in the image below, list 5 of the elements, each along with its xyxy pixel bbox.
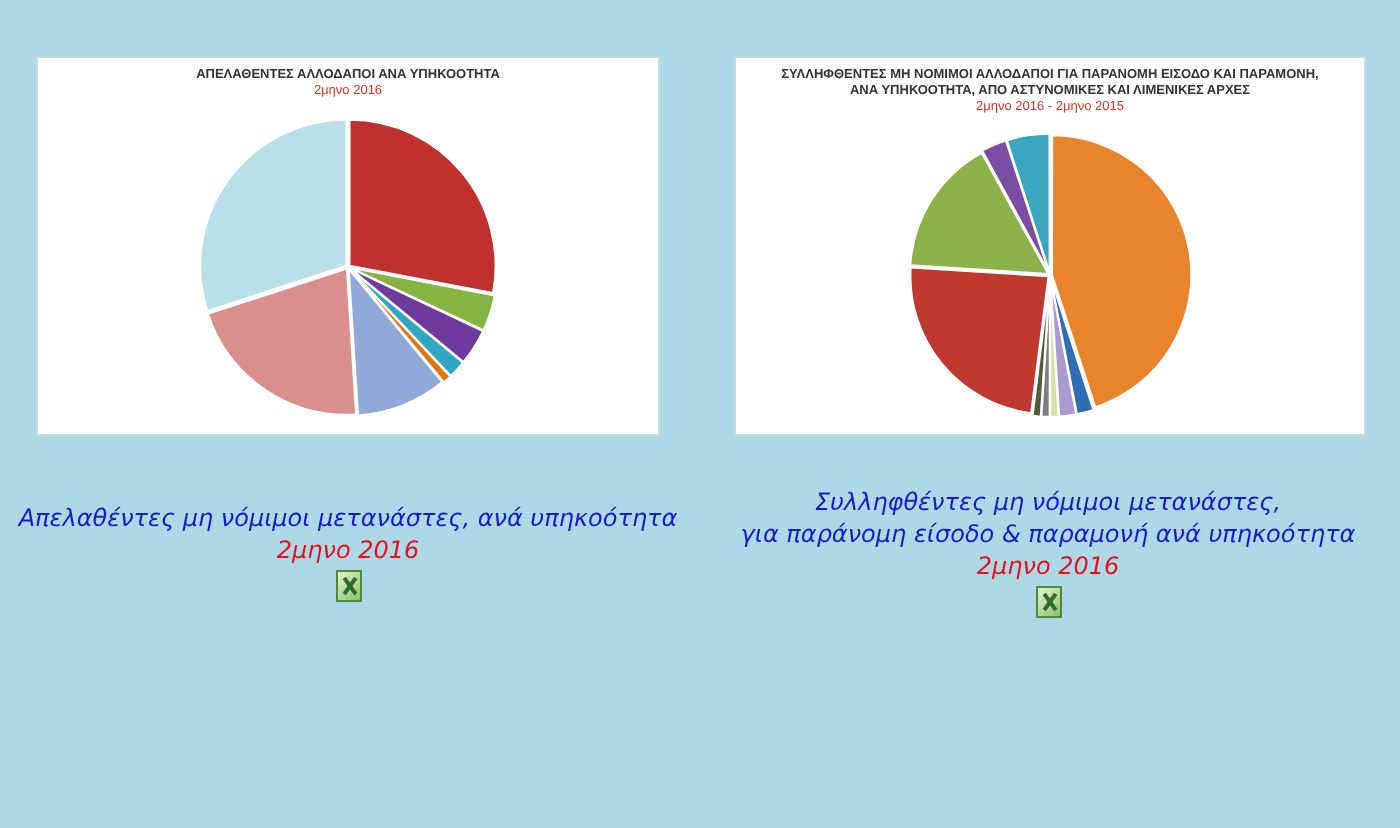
text: για παράνομη είσοδο & παραμονή ανά υπηκοότητα bbox=[740, 518, 1356, 550]
text: 2μηνο 2016 bbox=[276, 534, 420, 566]
text: Συλληφθέντες μη νόμιμοι μετανάστες, bbox=[814, 486, 1282, 518]
text: 2μηνο 2016 bbox=[976, 550, 1120, 582]
text: Απελαθέντες μη νόμιμοι μετανάστες, ανά υπηκοότητα bbox=[18, 502, 678, 534]
